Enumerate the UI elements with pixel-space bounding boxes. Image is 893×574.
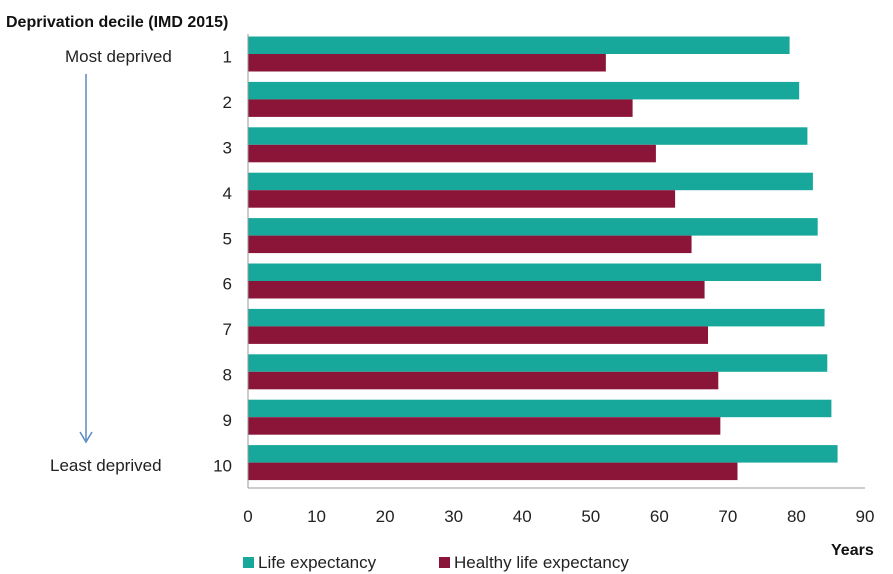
bar-life-expectancy-decile-2 [248,81,800,100]
x-tick-label: 70 [718,507,737,526]
bar-healthy-life-expectancy-decile-6 [248,281,705,299]
x-tick-label: 80 [787,507,806,526]
most-deprived-label: Most deprived [65,47,172,66]
bar-life-expectancy-decile-4 [248,172,813,191]
y-tick-label: 1 [223,48,232,67]
bar-life-expectancy-decile-8 [248,354,828,372]
bar-healthy-life-expectancy-decile-8 [248,371,719,390]
bar-healthy-life-expectancy-decile-2 [248,99,633,117]
x-tick-label: 60 [650,507,669,526]
bar-healthy-life-expectancy-decile-4 [248,190,676,208]
y-tick-label: 5 [223,229,232,248]
x-tick-label: 20 [376,507,395,526]
y-tick-label: 6 [223,275,232,294]
legend: Life expectancy Healthy life expectancy [243,553,629,572]
legend-label-life-expectancy: Life expectancy [258,553,377,572]
y-tick-label: 4 [223,184,232,203]
x-tick-label: 0 [243,507,252,526]
x-axis-label: Years [831,542,874,559]
x-tick-label: 30 [444,507,463,526]
y-tick-label: 10 [213,456,232,475]
y-tick-label: 8 [223,366,232,385]
x-tick-label: 10 [307,507,326,526]
bar-healthy-life-expectancy-decile-5 [248,235,692,254]
bar-life-expectancy-decile-6 [248,263,822,281]
bar-life-expectancy-decile-1 [248,36,790,54]
y-tick-label: 3 [223,139,232,158]
bar-life-expectancy-decile-3 [248,127,808,145]
x-tick-label: 90 [856,507,875,526]
bar-life-expectancy-decile-10 [248,445,838,463]
legend-label-healthy-life-expectancy: Healthy life expectancy [454,553,629,572]
y-tick-label: 9 [223,411,232,430]
bar-life-expectancy-decile-5 [248,218,818,236]
y-tick-label: 7 [223,320,232,339]
bar-healthy-life-expectancy-decile-10 [248,462,738,481]
bar-healthy-life-expectancy-decile-3 [248,144,656,163]
bar-life-expectancy-decile-9 [248,399,832,418]
y-category-labels: 1 2 3 4 5 6 7 8 9 10 [213,48,232,476]
legend-swatch-healthy-life-expectancy [439,557,450,568]
y-tick-label: 2 [223,93,232,112]
least-deprived-label: Least deprived [50,456,162,475]
deprivation-arrow-icon [79,74,93,444]
x-tick-label: 40 [513,507,532,526]
bar-healthy-life-expectancy-decile-1 [248,54,606,72]
bar-healthy-life-expectancy-decile-7 [248,326,709,344]
bar-healthy-life-expectancy-decile-9 [248,417,721,435]
x-tick-label: 50 [581,507,600,526]
legend-swatch-life-expectancy [243,557,254,568]
bars-group [248,36,838,481]
chart-title: Deprivation decile (IMD 2015) [6,14,228,31]
bar-life-expectancy-decile-7 [248,308,825,327]
x-tick-labels: 0 10 20 30 40 50 60 70 80 90 [243,507,874,526]
